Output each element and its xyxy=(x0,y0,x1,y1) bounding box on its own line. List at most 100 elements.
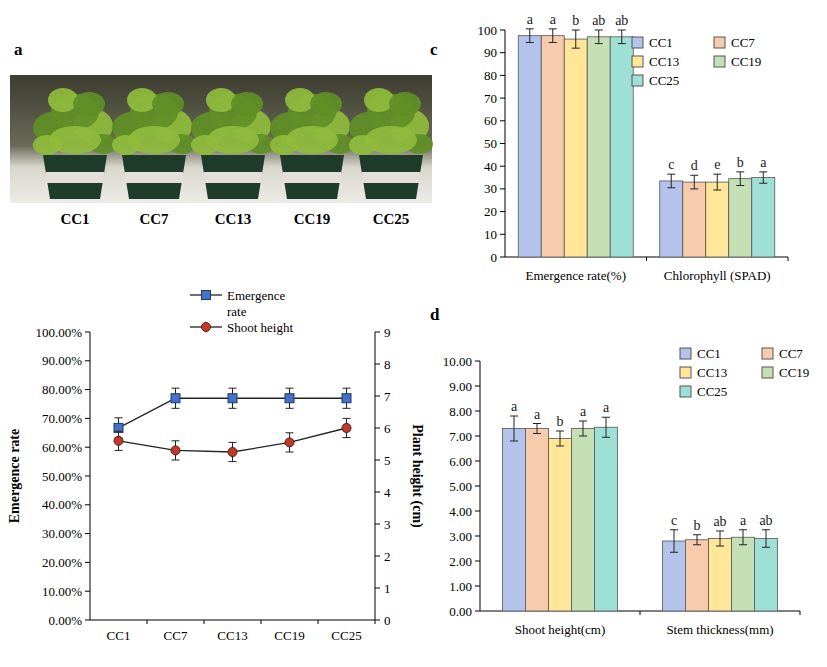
error-stem xyxy=(697,535,698,545)
point xyxy=(285,394,294,403)
bar xyxy=(755,539,778,612)
y-tick-label: 6.00 xyxy=(449,454,472,469)
legend-swatch xyxy=(680,386,691,397)
error-cap xyxy=(556,446,564,447)
error-bar xyxy=(595,30,603,44)
legend-label: CC1 xyxy=(649,35,673,50)
y2-tick xyxy=(375,364,380,365)
error-stem xyxy=(575,30,576,48)
bar xyxy=(610,37,633,257)
y2-tick xyxy=(375,396,380,397)
legend-label: CC25 xyxy=(649,73,679,88)
y-tick-label: 8.00 xyxy=(449,404,472,419)
error-cap xyxy=(739,529,747,530)
error-cap xyxy=(229,461,237,462)
error-bar xyxy=(667,174,675,188)
y2-tick-label: 9 xyxy=(384,325,391,340)
legend-label: CC13 xyxy=(697,365,727,380)
panel-label: c xyxy=(430,40,438,59)
y-tick xyxy=(500,234,505,235)
pot-band xyxy=(283,172,341,183)
x-tick xyxy=(800,611,801,615)
error-bar xyxy=(115,431,123,450)
error-cap xyxy=(229,442,237,443)
error-cap xyxy=(693,544,701,545)
line-chart: 0.00%10.00%20.00%30.00%40.00%50.00%60.00… xyxy=(7,288,425,644)
panel-label: d xyxy=(430,305,440,324)
error-cap xyxy=(736,185,744,186)
legend-item: CC13 xyxy=(632,54,679,69)
pot xyxy=(359,155,423,199)
y-tick-label: 40 xyxy=(484,159,497,174)
y2-tick xyxy=(375,332,380,333)
bar xyxy=(729,179,752,257)
photo-label: CC1 xyxy=(60,211,89,227)
legend-item: CC7 xyxy=(762,346,803,361)
error-cap xyxy=(343,408,351,409)
legend-swatch xyxy=(680,348,691,359)
error-stem xyxy=(674,530,675,553)
y-tick xyxy=(85,389,90,390)
significance-letter: a xyxy=(580,404,587,419)
legend-item: Shoot height xyxy=(190,320,293,335)
y-tick xyxy=(85,360,90,361)
error-cap xyxy=(693,534,701,535)
error-cap xyxy=(602,417,610,418)
y-tick xyxy=(500,143,505,144)
error-bar xyxy=(713,174,721,190)
y-tick-label: 0 xyxy=(491,250,498,265)
error-cap xyxy=(716,546,724,547)
x-tick xyxy=(646,257,647,261)
foliage xyxy=(365,126,417,154)
x-axis xyxy=(90,620,375,621)
error-stem xyxy=(740,172,741,186)
bar xyxy=(541,36,564,257)
error-bar xyxy=(510,416,518,441)
significance-letter: d xyxy=(691,158,698,173)
y-tick xyxy=(475,461,480,462)
foliage xyxy=(285,88,315,112)
point xyxy=(171,394,180,403)
y-tick xyxy=(475,486,480,487)
y-tick xyxy=(500,211,505,212)
significance-letter: a xyxy=(534,407,541,422)
y-tick-label: 60 xyxy=(484,113,497,128)
y-tick xyxy=(475,386,480,387)
error-stem xyxy=(606,417,607,437)
significance-letter: ab xyxy=(592,13,605,28)
legend-item: CC19 xyxy=(714,54,761,69)
error-cap xyxy=(579,421,587,422)
error-cap xyxy=(556,431,564,432)
pot-band xyxy=(46,172,104,183)
error-cap xyxy=(572,30,580,31)
significance-letter: a xyxy=(511,399,518,414)
y-tick xyxy=(475,436,480,437)
x-tick xyxy=(318,620,319,624)
error-bar xyxy=(670,530,678,553)
bar xyxy=(686,540,709,611)
error-cap xyxy=(229,388,237,389)
error-stem xyxy=(763,172,764,183)
point xyxy=(342,424,351,433)
error-cap xyxy=(572,48,580,49)
error-cap xyxy=(579,436,587,437)
error-cap xyxy=(115,431,123,432)
error-bar xyxy=(556,431,564,446)
error-bar xyxy=(343,388,351,408)
y-tick xyxy=(500,52,505,53)
y-tick-label: 80.00% xyxy=(42,382,82,397)
x-tick-label: Emergence rate(%) xyxy=(526,268,626,283)
pot-band xyxy=(125,172,183,183)
legend-label: CC19 xyxy=(779,365,809,380)
y-tick-label: 7.00 xyxy=(449,429,472,444)
error-bar xyxy=(172,388,180,408)
photo-label: CC7 xyxy=(139,211,169,227)
y-tick xyxy=(475,511,480,512)
y2-tick-label: 3 xyxy=(384,517,391,532)
plot-marks xyxy=(518,29,775,257)
y2-axis xyxy=(375,332,376,620)
y-tick xyxy=(475,586,480,587)
error-bar xyxy=(572,30,580,48)
error-bar xyxy=(579,421,587,436)
significance-letter: a xyxy=(740,513,747,528)
